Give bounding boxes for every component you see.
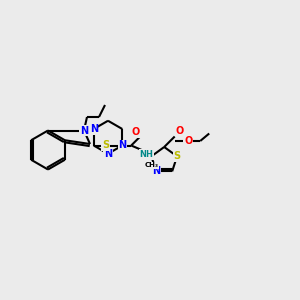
Text: O: O [184, 136, 192, 146]
Text: S: S [173, 151, 181, 161]
Text: N: N [152, 167, 160, 176]
Text: N: N [104, 149, 112, 159]
Text: S: S [102, 140, 109, 151]
Text: NH: NH [139, 150, 153, 159]
Text: N: N [80, 125, 88, 136]
Text: O: O [132, 127, 140, 137]
Text: N: N [118, 140, 126, 151]
Text: CH₃: CH₃ [144, 162, 158, 168]
Text: N: N [90, 124, 98, 134]
Text: O: O [175, 125, 183, 136]
